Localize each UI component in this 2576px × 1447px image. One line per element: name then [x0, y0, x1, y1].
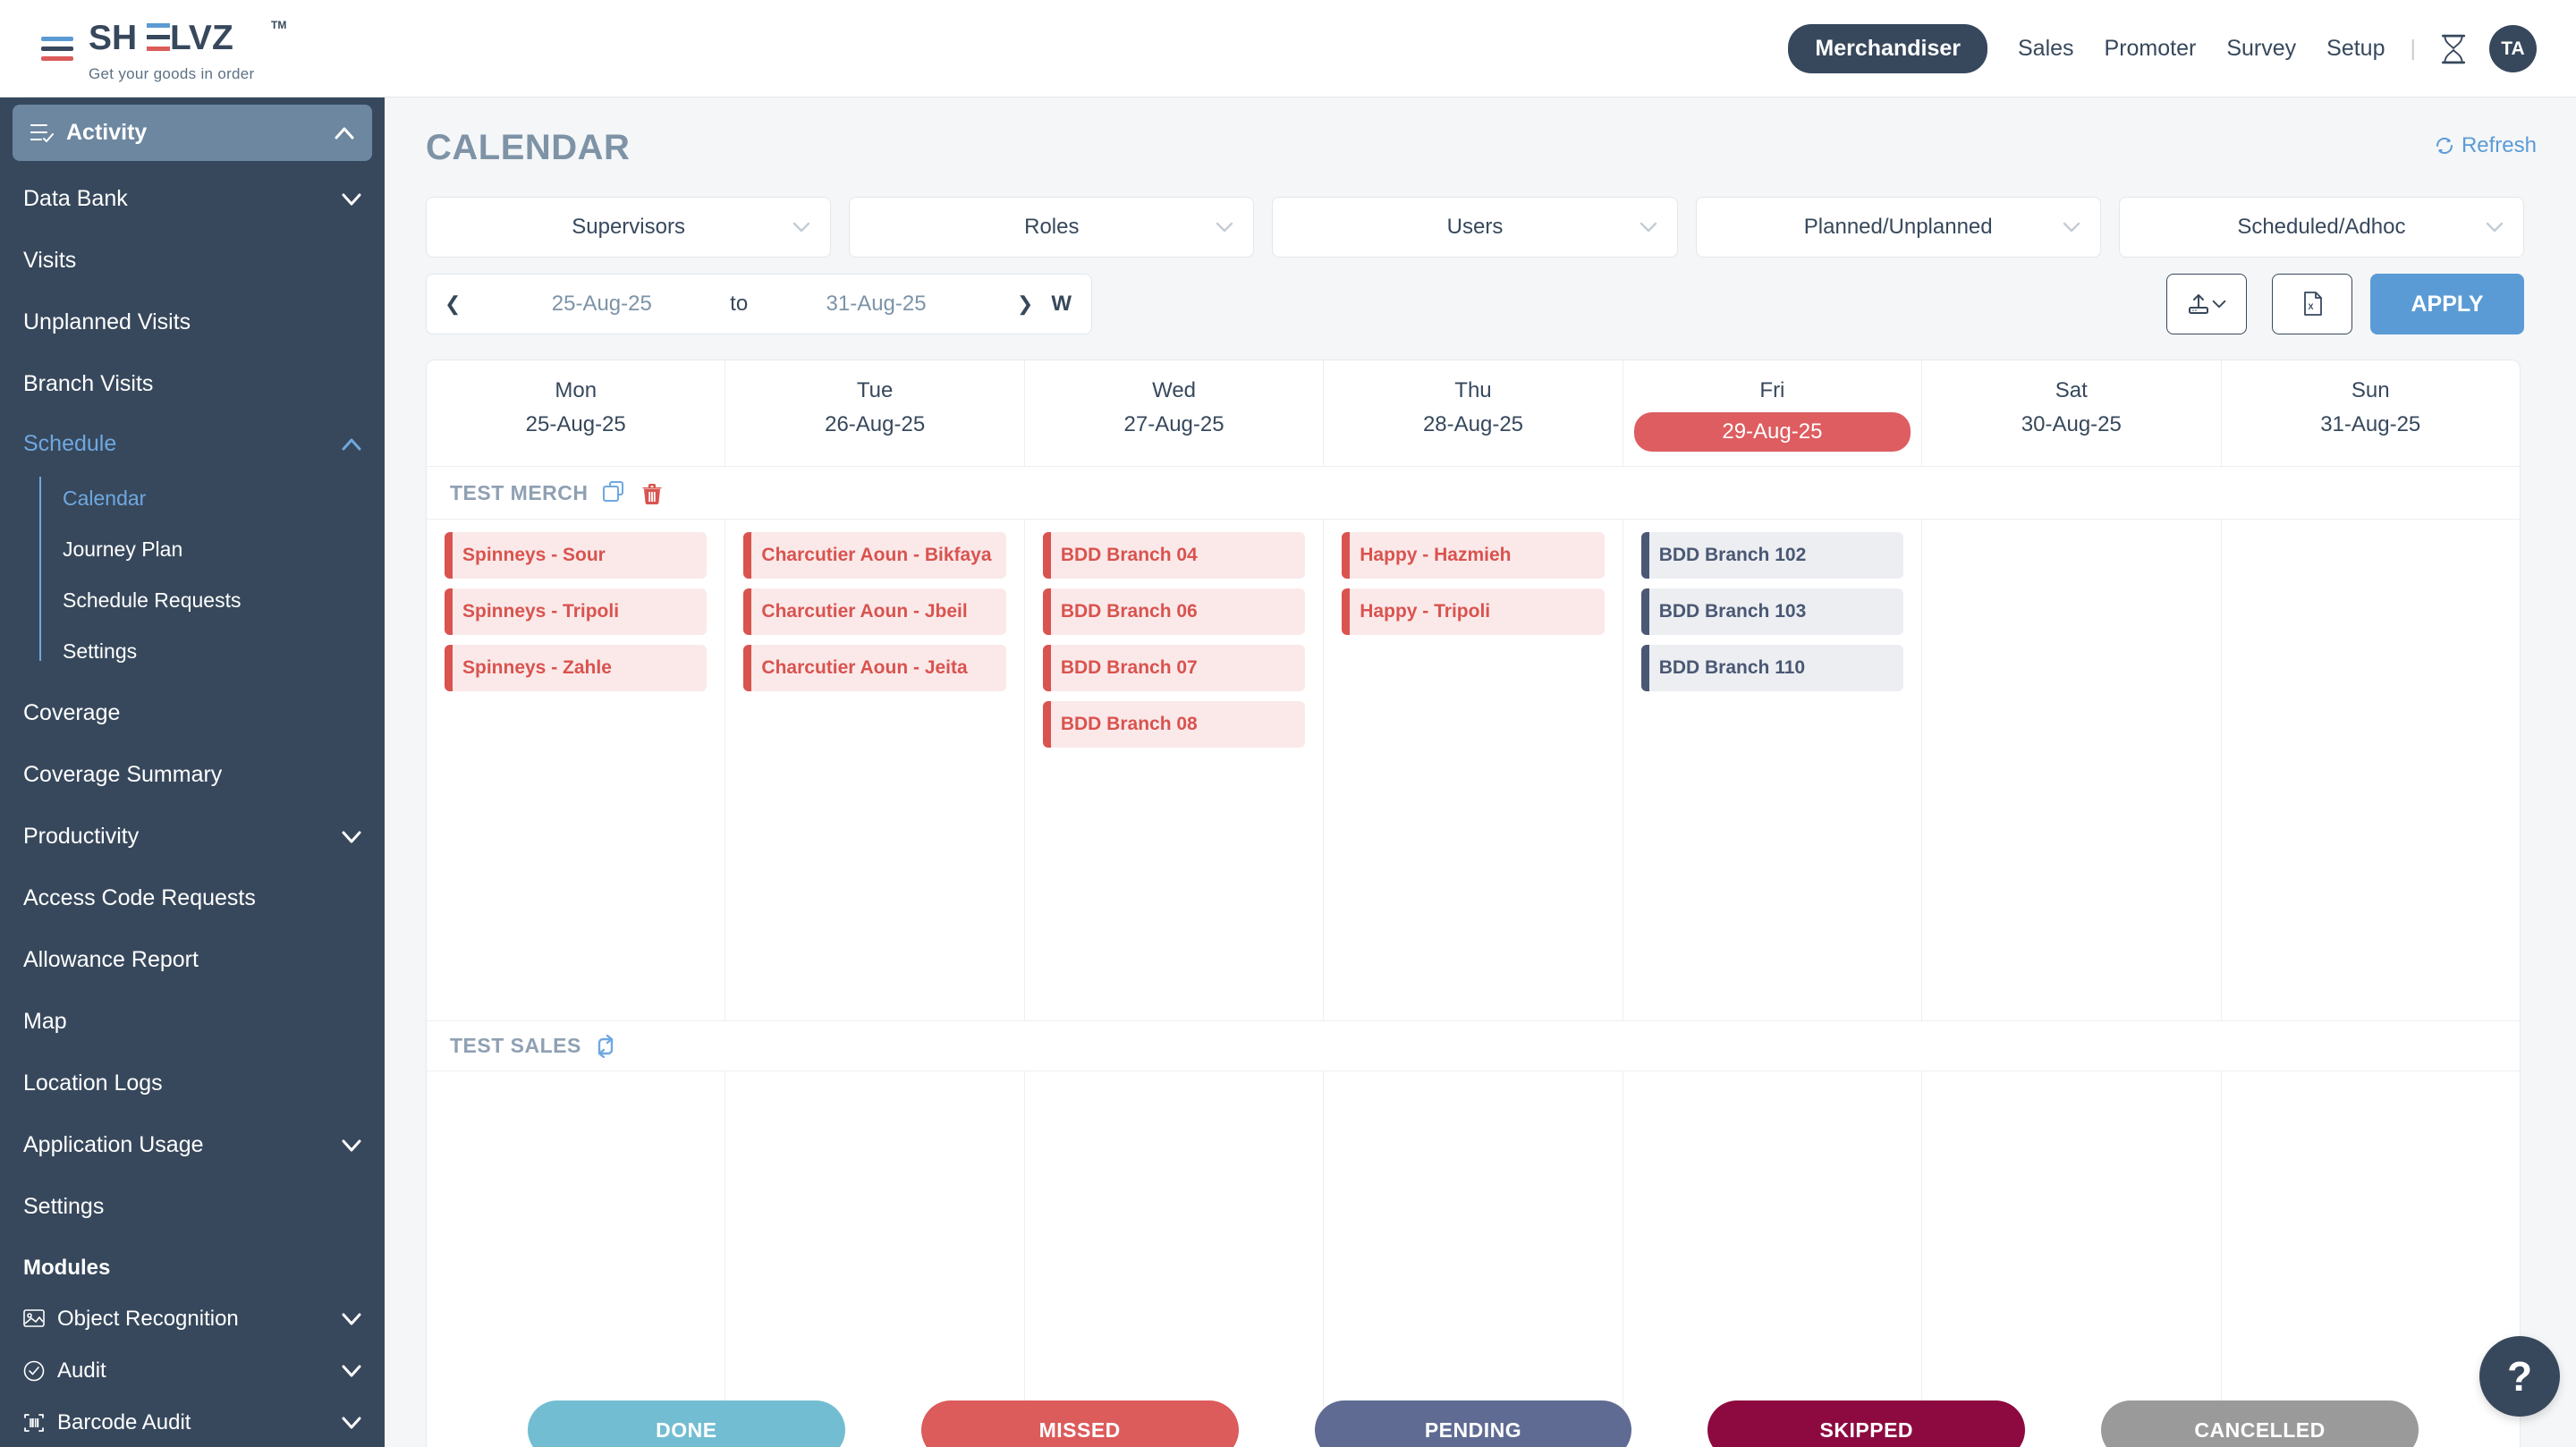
svg-text:SH: SH [89, 19, 137, 57]
svg-text:LVZ: LVZ [170, 19, 233, 57]
svg-text:X: X [2309, 302, 2314, 311]
svg-text:TM: TM [271, 19, 286, 31]
